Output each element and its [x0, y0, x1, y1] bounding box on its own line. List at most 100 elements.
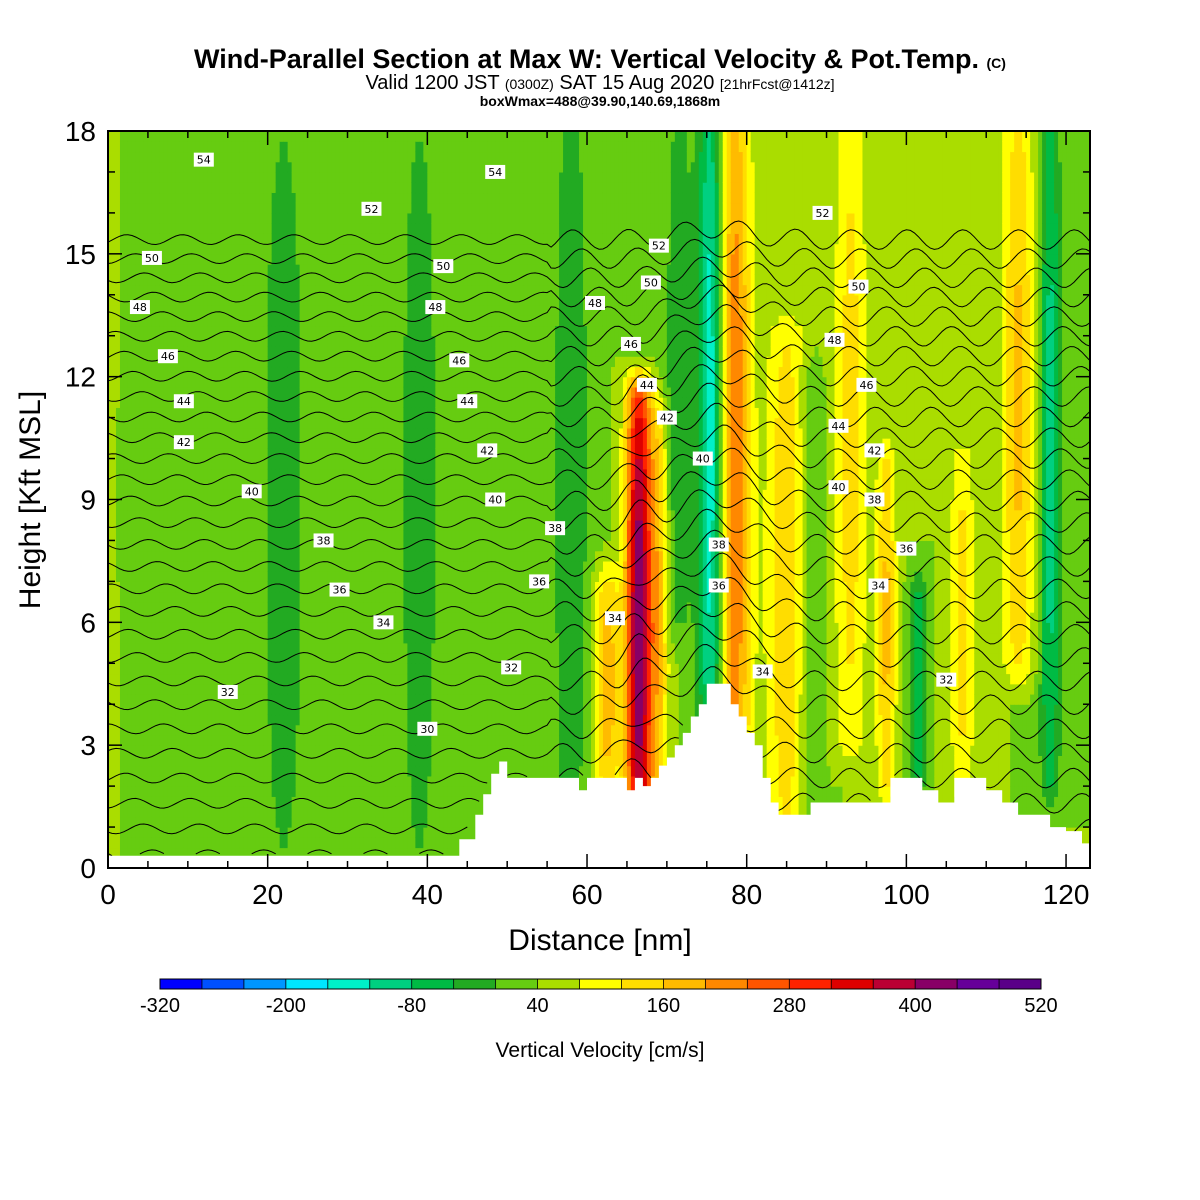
theta-contour [108, 576, 1090, 622]
contour-label-text: 36 [333, 584, 347, 597]
x-tick-label: 60 [571, 879, 602, 910]
theta-contour [108, 797, 480, 809]
contour-label-text: 44 [832, 420, 846, 433]
contour-label-text: 44 [177, 395, 191, 408]
theta-contour [1009, 792, 1090, 814]
contour-label-text: 40 [696, 453, 710, 466]
contour-label: 34 [373, 615, 394, 630]
contour-label: 36 [329, 582, 350, 597]
y-tick-label: 6 [80, 607, 96, 638]
theta-contour [778, 792, 815, 811]
theta-contour [108, 364, 1090, 407]
theta-contour [108, 284, 1090, 327]
contour-label: 50 [433, 259, 454, 274]
colorbar-swatch [579, 979, 622, 989]
contour-label: 44 [173, 394, 194, 409]
contour-label: 42 [864, 443, 885, 458]
contour-label-text: 48 [428, 301, 442, 314]
contour-label-text: 46 [161, 350, 175, 363]
contour-label: 32 [217, 684, 238, 699]
contour-label: 40 [241, 484, 262, 499]
colorbar-swatch [369, 979, 413, 989]
contour-label-text: 46 [859, 379, 873, 392]
contour-label-text: 50 [145, 252, 159, 265]
colorbar-tick-label: -80 [397, 995, 426, 1017]
contour-label-text: 40 [488, 494, 502, 507]
theta-contour [108, 489, 1090, 533]
contour-label-text: 54 [488, 166, 502, 179]
contour-label: 40 [828, 480, 849, 495]
colorbar-swatch [915, 979, 958, 989]
contour-label: 48 [129, 300, 150, 315]
theta-contour [108, 447, 1090, 491]
theta-contour [108, 220, 1090, 250]
contour-label-text: 40 [832, 481, 846, 494]
contour-label: 40 [485, 492, 506, 507]
contour-label: 50 [848, 279, 869, 294]
contour-label: 46 [157, 349, 178, 364]
x-tick-label: 100 [883, 879, 930, 910]
contour-label: 38 [864, 492, 885, 507]
colorbar-swatch [160, 979, 203, 989]
contour-label: 52 [361, 201, 382, 216]
contour-labels: 54 54 52 52 52 50 50 50 50 48 48 48 48 46 46 46 46 44 44 44… [129, 152, 957, 736]
contour-label-text: 54 [197, 154, 211, 167]
colorbar-swatch [327, 979, 371, 989]
colorbar-swatch [621, 979, 664, 989]
theta-contour [746, 716, 1090, 740]
colorbar-swatch [285, 979, 329, 989]
theta-contour [108, 736, 679, 764]
colorbar-swatch [495, 979, 538, 989]
theta-contour [108, 275, 1090, 308]
x-tick-label: 40 [412, 879, 443, 910]
colorbar-swatch [999, 979, 1042, 989]
plot-area: 54 54 52 52 52 50 50 50 50 48 48 48 48 46 46 46 46 44 44 44… [108, 131, 1090, 868]
contour-label-text: 42 [480, 444, 494, 457]
contour-label-text: 50 [644, 276, 658, 289]
contour-label: 48 [585, 295, 606, 310]
contour-label-text: 50 [436, 260, 450, 273]
contour-label-text: 32 [221, 686, 235, 699]
contour-label-text: 40 [245, 485, 259, 498]
contour-label: 36 [896, 541, 917, 556]
colorbar: -320 -200 -80 40 160 280 400 520 [140, 978, 1058, 1017]
contour-label: 38 [313, 533, 334, 548]
contour-label-text: 46 [624, 338, 638, 351]
theta-contour [108, 823, 468, 835]
contour-label: 46 [856, 377, 877, 392]
contour-label: 30 [417, 721, 438, 736]
colorbar-tick-label: 40 [526, 995, 548, 1017]
y-tick-label: 3 [80, 730, 96, 761]
colorbar-swatch [747, 979, 790, 989]
contour-label: 52 [648, 238, 669, 253]
contour-label: 32 [936, 672, 957, 687]
theta-contour [614, 758, 652, 779]
theta-contour [558, 767, 584, 777]
colorbar-tick-label: 160 [647, 995, 680, 1017]
contour-label-text: 48 [133, 301, 147, 314]
theta-contour [419, 849, 444, 855]
contour-label: 34 [604, 611, 625, 626]
theta-contour [108, 552, 1090, 600]
colorbar-swatch [453, 979, 496, 989]
chart-title: Wind-Parallel Section at Max W: Vertical… [194, 44, 1006, 74]
x-axis-title: Distance [nm] [508, 924, 691, 957]
chart-subtitle: boxWmax=488@39.90,140.69,1868m [479, 93, 721, 109]
theta-contour [108, 529, 1090, 577]
contour-label: 34 [868, 578, 889, 593]
contour-label-text: 36 [899, 543, 913, 556]
theta-contour [766, 766, 887, 789]
contour-label-text: 34 [756, 665, 770, 678]
theta-contour [108, 666, 1090, 716]
colorbar-tick-label: 400 [898, 995, 931, 1017]
contour-label-text: 36 [532, 575, 546, 588]
contour-label-text: 52 [652, 240, 666, 253]
contour-label: 36 [529, 574, 550, 589]
theta-contour [307, 849, 332, 855]
theta-contour [108, 471, 1090, 512]
contour-label: 38 [545, 521, 566, 536]
y-tick-label: 18 [65, 116, 96, 147]
colorbar-tick-label: 520 [1024, 995, 1057, 1017]
contour-label: 50 [141, 250, 162, 265]
contour-label: 54 [193, 152, 214, 167]
